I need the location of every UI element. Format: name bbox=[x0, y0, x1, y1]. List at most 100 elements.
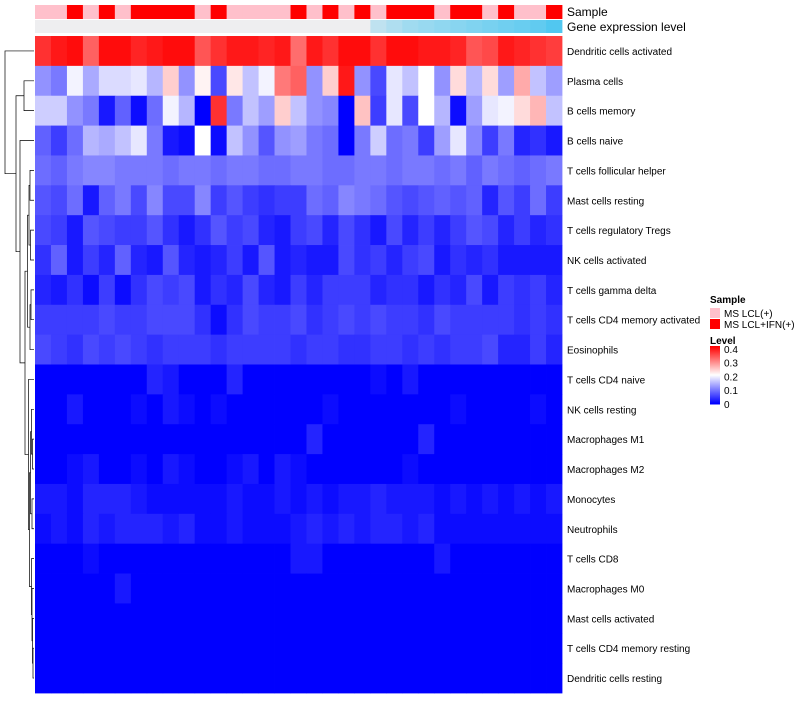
heatmap-cell bbox=[146, 603, 164, 634]
heatmap-cell bbox=[178, 483, 196, 515]
heatmap-cell bbox=[338, 334, 355, 365]
legend-colorbar-step bbox=[710, 356, 720, 358]
heatmap-cell bbox=[210, 65, 228, 97]
heatmap-cell bbox=[66, 274, 84, 306]
heatmap-cell bbox=[450, 125, 467, 156]
heatmap-cell bbox=[338, 603, 355, 634]
legend-colorbar-step bbox=[710, 392, 720, 394]
heatmap-cell bbox=[354, 633, 371, 664]
heatmap-cell bbox=[354, 125, 371, 156]
heatmap-cell bbox=[354, 483, 371, 515]
heatmap-cell bbox=[242, 65, 259, 97]
heatmap-cell bbox=[338, 543, 355, 574]
row-label: Mast cells activated bbox=[567, 614, 654, 625]
legend-level-tick: 0 bbox=[724, 400, 730, 411]
heatmap-cell bbox=[114, 633, 132, 664]
heatmap-cell bbox=[66, 364, 84, 395]
heatmap-cell bbox=[322, 95, 339, 126]
heatmap-cell bbox=[258, 424, 275, 455]
heatmap-cell bbox=[98, 603, 116, 634]
heatmap-cell bbox=[450, 334, 467, 365]
sample-annotation-cell bbox=[194, 5, 212, 19]
heatmap-cell bbox=[402, 155, 419, 186]
legend-colorbar-step bbox=[710, 375, 720, 377]
heatmap-cell bbox=[546, 36, 563, 67]
heatmap-cell bbox=[162, 483, 180, 515]
heatmap-cell bbox=[114, 424, 132, 455]
heatmap-cell bbox=[338, 513, 355, 545]
heatmap-cell bbox=[50, 424, 68, 455]
legend-colorbar-step bbox=[710, 347, 720, 349]
heatmap-cell bbox=[226, 364, 244, 395]
heatmap-cell bbox=[498, 483, 515, 515]
heatmap-cell bbox=[354, 394, 371, 425]
heatmap-cell bbox=[306, 274, 323, 306]
heatmap-cell bbox=[354, 513, 371, 545]
heatmap-cell bbox=[450, 483, 467, 515]
heatmap-cell bbox=[82, 573, 100, 604]
sample-annotation-cell bbox=[114, 5, 132, 19]
heatmap-cell bbox=[482, 215, 499, 246]
sample-annotation-cell bbox=[146, 5, 164, 19]
heatmap-cell bbox=[114, 95, 132, 126]
heatmap-cell bbox=[546, 185, 563, 216]
gene-expression-annotation-cell bbox=[290, 20, 307, 33]
heatmap-cell bbox=[354, 95, 371, 126]
gene-expression-annotation-cell bbox=[546, 20, 563, 33]
heatmap-cell bbox=[370, 334, 387, 365]
heatmap-cell bbox=[50, 334, 68, 365]
row-label: T cells CD4 memory resting bbox=[567, 644, 690, 655]
heatmap-cell bbox=[498, 543, 515, 574]
heatmap-cell bbox=[66, 633, 84, 664]
heatmap-cell bbox=[466, 95, 483, 126]
heatmap-cell bbox=[322, 543, 339, 574]
heatmap-cell bbox=[370, 424, 387, 455]
gene-expression-annotation-cell bbox=[402, 20, 419, 33]
heatmap-cell bbox=[98, 334, 116, 365]
heatmap-cell bbox=[66, 334, 84, 365]
heatmap-cell bbox=[402, 245, 419, 276]
heatmap-cell bbox=[482, 573, 499, 604]
heatmap-cell bbox=[370, 543, 387, 574]
heatmap-cell bbox=[322, 663, 339, 694]
heatmap-cell bbox=[370, 185, 387, 216]
heatmap-cell bbox=[402, 573, 419, 604]
heatmap-cell bbox=[130, 334, 148, 365]
heatmap-cell bbox=[546, 633, 563, 664]
sample-annotation-cell bbox=[402, 5, 419, 19]
heatmap-cell bbox=[546, 364, 563, 395]
heatmap-cell bbox=[514, 215, 531, 246]
heatmap-cell bbox=[354, 573, 371, 604]
heatmap-cell bbox=[354, 185, 371, 216]
row-label: B cells memory bbox=[567, 107, 635, 118]
heatmap-cell bbox=[338, 394, 355, 425]
heatmap-cell bbox=[338, 274, 355, 306]
heatmap-cell bbox=[434, 364, 451, 395]
heatmap-cell bbox=[50, 65, 68, 97]
heatmap-cell bbox=[114, 185, 132, 216]
heatmap-cell bbox=[514, 394, 531, 425]
dendrogram-branch bbox=[29, 170, 34, 201]
heatmap-cell bbox=[418, 36, 435, 67]
heatmap-cell bbox=[354, 245, 371, 276]
heatmap-cell bbox=[434, 334, 451, 365]
heatmap-cell bbox=[178, 364, 196, 395]
row-label: Dendritic cells activated bbox=[567, 47, 672, 58]
heatmap-cell bbox=[274, 573, 291, 604]
heatmap-cell bbox=[226, 36, 244, 67]
heatmap-cell bbox=[130, 274, 148, 306]
row-label: Macrophages M0 bbox=[567, 584, 645, 595]
heatmap-cell bbox=[114, 394, 132, 425]
heatmap-cell bbox=[274, 36, 291, 67]
legend-level-tick: 0.3 bbox=[724, 359, 738, 370]
sample-annotation-cell bbox=[514, 5, 531, 19]
heatmap-cell bbox=[386, 663, 403, 694]
heatmap-cell bbox=[162, 633, 180, 664]
heatmap-cell bbox=[130, 215, 148, 246]
heatmap-cell bbox=[258, 95, 275, 126]
legend-colorbar-step bbox=[710, 366, 720, 368]
heatmap-cell bbox=[50, 543, 68, 574]
heatmap-cell bbox=[370, 125, 387, 156]
heatmap-cell bbox=[194, 364, 212, 395]
legend-colorbar-step bbox=[710, 396, 720, 398]
